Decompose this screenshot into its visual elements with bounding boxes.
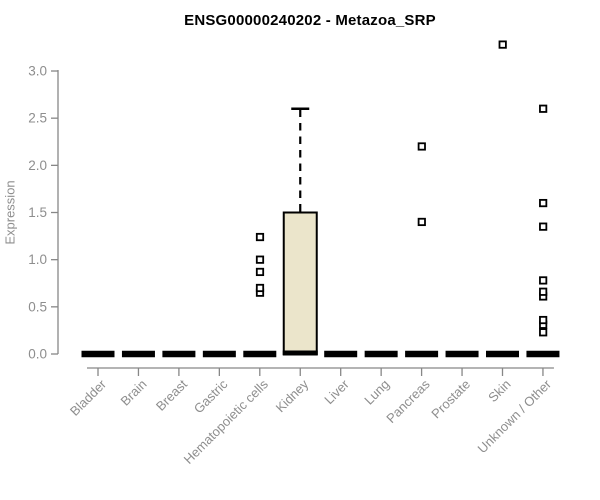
- y-tick-label: 0.0: [28, 347, 47, 362]
- outlier-point: [255, 283, 265, 293]
- x-tick-label: Lung: [361, 377, 392, 408]
- x-tick-label: Pancreas: [383, 376, 433, 426]
- outlier-point: [417, 142, 426, 151]
- x-tick-label: Prostate: [428, 377, 473, 422]
- outlier-point: [255, 255, 265, 264]
- outlier-point: [539, 276, 548, 285]
- x-tick-label: Kidney: [273, 376, 312, 415]
- outlier-point: [539, 315, 548, 325]
- x-tick-label: Unknown / Other: [474, 376, 554, 456]
- y-tick-label: 0.5: [28, 299, 47, 314]
- outlier-point: [539, 287, 548, 296]
- chart-title: ENSG00000240202 - Metazoa_SRP: [184, 12, 436, 29]
- outlier-point: [539, 198, 548, 208]
- outlier-point: [539, 328, 548, 337]
- x-tick-label: Brain: [117, 377, 149, 409]
- x-tick-label: Bladder: [67, 376, 110, 419]
- outlier-point: [417, 217, 426, 227]
- y-tick-label: 3.0: [28, 64, 47, 79]
- y-tick-label: 1.5: [28, 205, 47, 220]
- x-tick-label: Skin: [485, 377, 513, 405]
- x-tick-label: Gastric: [191, 376, 231, 416]
- y-tick-label: 1.0: [28, 252, 47, 267]
- y-tick-label: 2.5: [28, 111, 47, 126]
- outlier-point: [255, 232, 265, 242]
- outlier-point: [498, 40, 507, 49]
- y-tick-label: 2.0: [28, 158, 47, 173]
- x-tick-label: Breast: [153, 376, 190, 413]
- outlier-point: [255, 267, 265, 277]
- outlier-point: [539, 222, 548, 231]
- outlier-point: [539, 104, 548, 113]
- x-tick-label: Liver: [321, 376, 352, 407]
- box-rect: [282, 211, 318, 355]
